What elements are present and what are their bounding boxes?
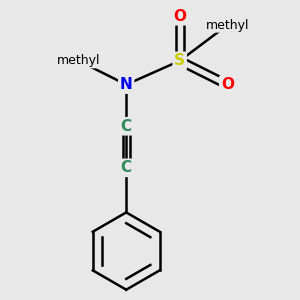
Text: N: N (120, 77, 133, 92)
Text: methyl: methyl (206, 19, 249, 32)
Text: S: S (174, 53, 185, 68)
Text: C: C (121, 119, 132, 134)
Text: O: O (173, 9, 186, 24)
Text: O: O (221, 77, 234, 92)
Text: methyl: methyl (57, 54, 100, 67)
Text: C: C (121, 160, 132, 175)
